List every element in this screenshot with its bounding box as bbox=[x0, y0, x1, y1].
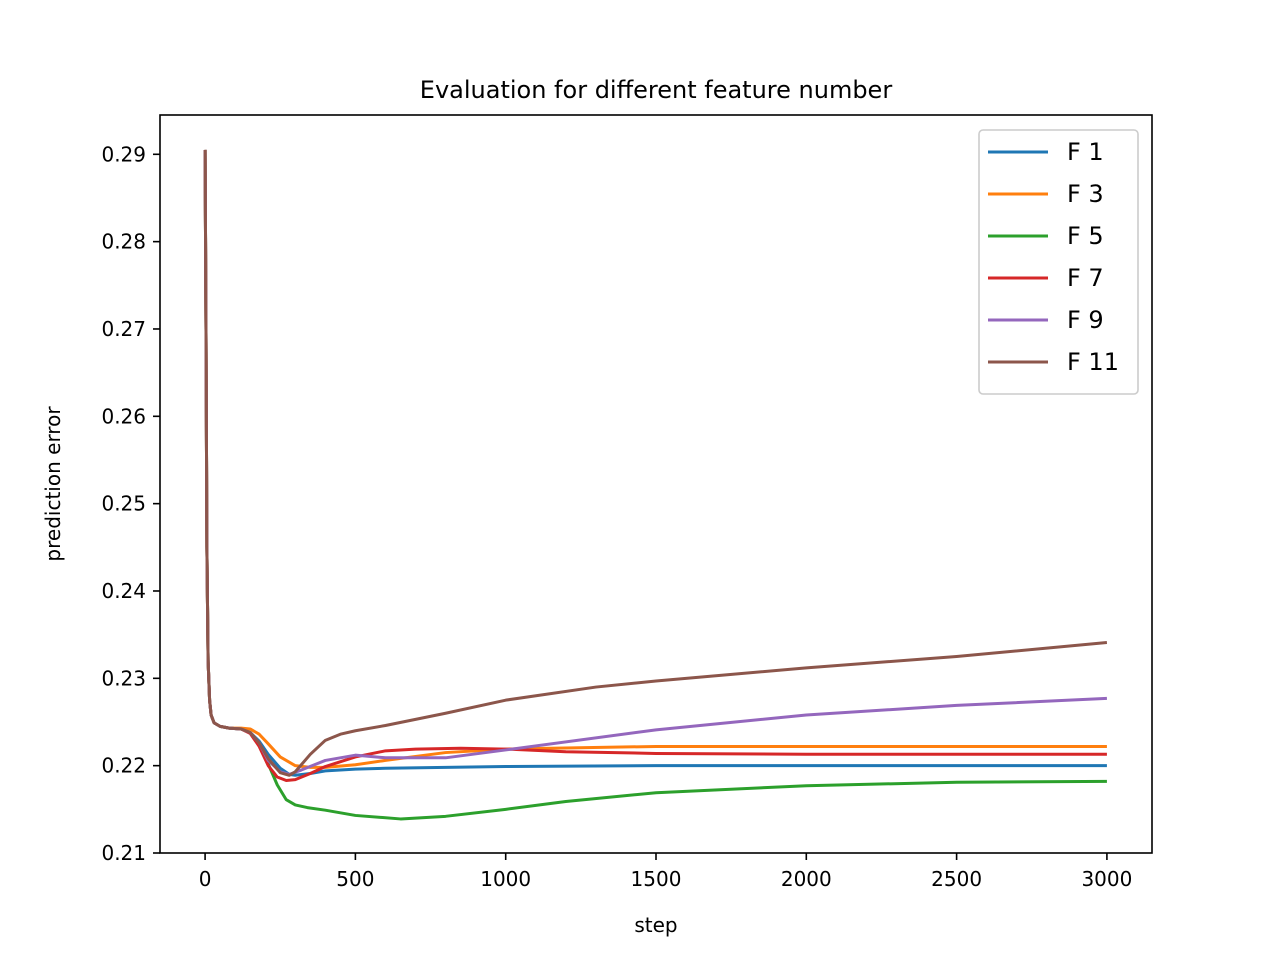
y-tick-label: 0.22 bbox=[101, 754, 146, 778]
series-line-6 bbox=[203, 149, 1108, 777]
x-tick-label: 1500 bbox=[631, 867, 682, 891]
y-tick-label: 0.27 bbox=[101, 317, 146, 341]
x-tick-label: 0 bbox=[199, 867, 212, 891]
legend-label: F 1 bbox=[1067, 138, 1104, 166]
legend-label: F 7 bbox=[1067, 264, 1104, 292]
series-line-3 bbox=[203, 149, 1107, 821]
axes-layer: 0 500 1000 1500 2000 2500 3000 0.21 0.22 0.23 0.24… bbox=[101, 114, 1153, 891]
y-tick-label: 0.25 bbox=[101, 492, 146, 516]
legend-label: F 5 bbox=[1067, 222, 1104, 250]
y-tick-label: 0.21 bbox=[101, 841, 146, 865]
series-layer bbox=[203, 149, 1108, 821]
x-tick-label: 3000 bbox=[1081, 867, 1132, 891]
legend-label: F 3 bbox=[1067, 180, 1104, 208]
x-tick-label: 500 bbox=[336, 867, 374, 891]
series-line-2 bbox=[203, 149, 1107, 769]
chart-title: Evaluation for different feature number bbox=[420, 76, 893, 104]
x-tick-label: 2000 bbox=[781, 867, 832, 891]
y-tick-label: 0.24 bbox=[101, 579, 146, 603]
x-axis-label: step bbox=[634, 913, 677, 937]
y-tick-label: 0.29 bbox=[101, 142, 146, 166]
x-tick-label: 2500 bbox=[931, 867, 982, 891]
series-line-4 bbox=[203, 149, 1107, 783]
legend-box bbox=[978, 129, 1139, 395]
y-tick-label: 0.23 bbox=[101, 666, 146, 690]
legend-label: F 11 bbox=[1067, 348, 1119, 376]
y-tick-label: 0.26 bbox=[101, 404, 146, 428]
legend: F 1 F 3 F 5 F 7 F 9 F 11 bbox=[978, 129, 1139, 395]
legend-label: F 9 bbox=[1067, 306, 1104, 334]
x-tick-label: 1000 bbox=[480, 867, 531, 891]
y-axis-label: prediction error bbox=[41, 406, 65, 562]
y-tick-label: 0.28 bbox=[101, 230, 146, 254]
